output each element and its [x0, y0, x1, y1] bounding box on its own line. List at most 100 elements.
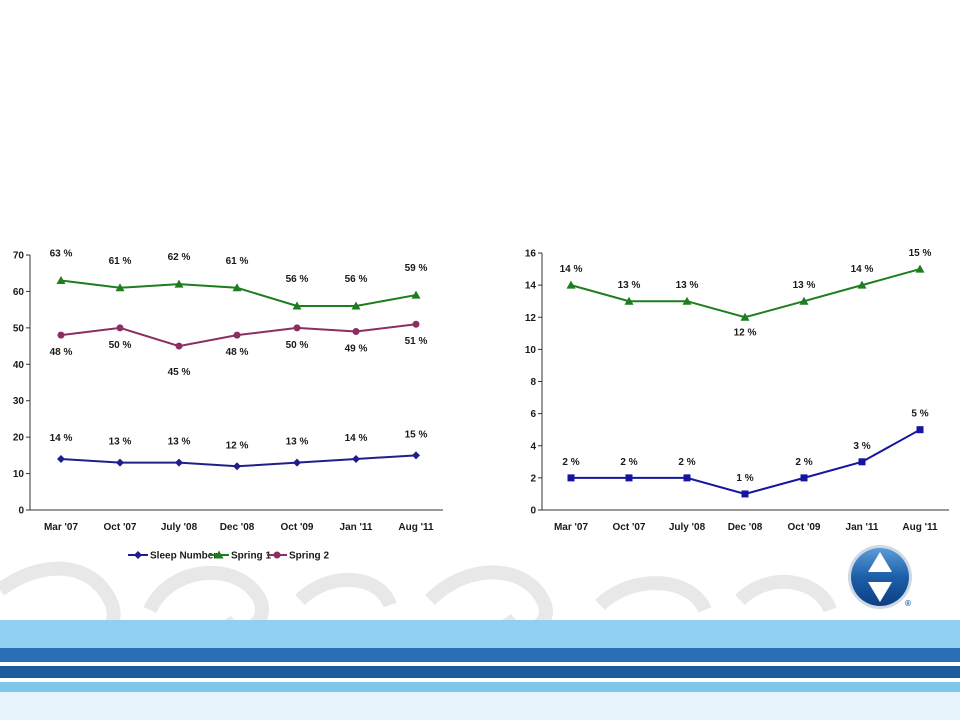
y-tick-label: 60: [13, 287, 25, 298]
x-tick-label: Jan '11: [340, 522, 373, 533]
y-tick-label: 50: [13, 323, 25, 334]
y-tick-label: 2: [530, 473, 536, 484]
data-point: [799, 296, 809, 305]
legend-entry: Spring 2: [289, 551, 329, 562]
y-tick-label: 4: [530, 441, 536, 452]
y-tick-label: 0: [18, 506, 24, 517]
data-point: [175, 342, 183, 350]
data-point: [233, 331, 241, 339]
data-label: 14 %: [50, 433, 73, 444]
data-label: 50 %: [286, 340, 309, 351]
data-label: 61 %: [226, 256, 249, 267]
up-down-arrows-logo-icon: ®: [848, 545, 912, 609]
x-tick-label: Jan '11: [846, 522, 879, 533]
data-label: 1 %: [736, 473, 753, 484]
data-point: [352, 328, 360, 335]
data-point: [115, 283, 125, 292]
data-label: 56 %: [345, 274, 368, 285]
x-tick-label: July '08: [161, 522, 198, 533]
data-label: 12 %: [226, 440, 249, 451]
data-label: 13 %: [676, 280, 699, 291]
x-tick-label: Dec '08: [220, 522, 255, 533]
x-tick-label: Oct '09: [281, 522, 314, 533]
data-point: [116, 324, 124, 332]
x-tick-label: Dec '08: [728, 522, 763, 533]
footer-stripes: [0, 620, 960, 720]
data-point: [566, 280, 576, 289]
legend-entry: Sleep Number: [150, 551, 217, 562]
legend-swatch-marker: [134, 551, 142, 559]
data-point: [741, 490, 749, 498]
data-label: 56 %: [286, 274, 309, 285]
chart-2: 0 2 4 6 8 10 12 14 16 Mar '07 Oct '07 July '08 Dec '…: [525, 248, 949, 533]
y-tick-label: 6: [530, 409, 536, 420]
data-label: 12 %: [734, 327, 757, 338]
data-label: 45 %: [168, 367, 191, 378]
data-point: [352, 455, 360, 463]
data-point: [233, 462, 241, 471]
data-label: 14 %: [560, 264, 583, 275]
data-label: 59 %: [405, 263, 428, 274]
data-point: [411, 290, 421, 299]
data-point: [858, 458, 866, 466]
y-tick-label: 16: [525, 249, 537, 260]
data-point: [682, 296, 692, 305]
y-tick-label: 30: [13, 396, 25, 407]
data-point: [175, 458, 183, 467]
legend-swatch-marker: [214, 550, 224, 559]
x-tick-label: Oct '07: [104, 522, 137, 533]
data-label: 61 %: [109, 256, 132, 267]
y-tick-label: 8: [530, 377, 536, 388]
data-label: 13 %: [286, 437, 309, 448]
y-tick-label: 10: [13, 469, 25, 480]
data-label: 62 %: [168, 252, 191, 263]
data-point: [625, 474, 633, 482]
data-label: 2 %: [678, 457, 695, 468]
data-label: 48 %: [50, 347, 73, 358]
x-tick-label: Oct '07: [613, 522, 646, 533]
data-label: 5 %: [911, 409, 928, 420]
x-tick-label: Aug '11: [902, 522, 938, 533]
data-point: [57, 331, 65, 339]
data-point: [174, 279, 184, 288]
y-tick-label: 12: [525, 313, 537, 324]
data-point: [800, 474, 808, 482]
data-label: 50 %: [109, 340, 132, 351]
legend-entry: Spring 1: [231, 551, 271, 562]
registered-mark: ®: [905, 599, 911, 608]
data-point: [56, 276, 66, 284]
y-tick-label: 0: [530, 506, 536, 517]
data-label: 2 %: [562, 457, 579, 468]
data-point: [412, 320, 420, 328]
data-point: [567, 474, 575, 482]
y-tick-label: 20: [13, 433, 25, 444]
data-label: 63 %: [50, 249, 73, 260]
data-point: [116, 458, 124, 467]
data-label: 49 %: [345, 344, 368, 355]
x-tick-label: Aug '11: [398, 522, 434, 533]
x-tick-label: Mar '07: [44, 522, 79, 533]
chart-1-legend: Sleep Number Spring 1 Spring 2: [128, 550, 329, 562]
y-tick-label: 70: [13, 251, 25, 262]
data-label: 14 %: [345, 433, 368, 444]
chart-1: 0 10 20 30 40 50 60 70 Mar '07 Oct '07 July '08 Dec…: [13, 249, 443, 533]
data-point: [293, 324, 301, 332]
data-label: 15 %: [909, 248, 932, 259]
data-point: [915, 264, 925, 273]
data-label: 13 %: [109, 437, 132, 448]
series-line: [570, 268, 921, 319]
data-label: 13 %: [618, 280, 641, 291]
data-point: [857, 280, 867, 289]
data-point: [351, 301, 361, 310]
data-label: 13 %: [793, 280, 816, 291]
data-point: [412, 451, 420, 460]
y-tick-label: 40: [13, 360, 25, 371]
data-point: [293, 458, 301, 467]
data-point: [916, 426, 924, 434]
data-label: 3 %: [853, 441, 870, 452]
data-point: [683, 474, 691, 482]
data-label: 14 %: [851, 264, 874, 275]
x-tick-label: Oct '09: [788, 522, 821, 533]
data-point: [232, 283, 242, 292]
